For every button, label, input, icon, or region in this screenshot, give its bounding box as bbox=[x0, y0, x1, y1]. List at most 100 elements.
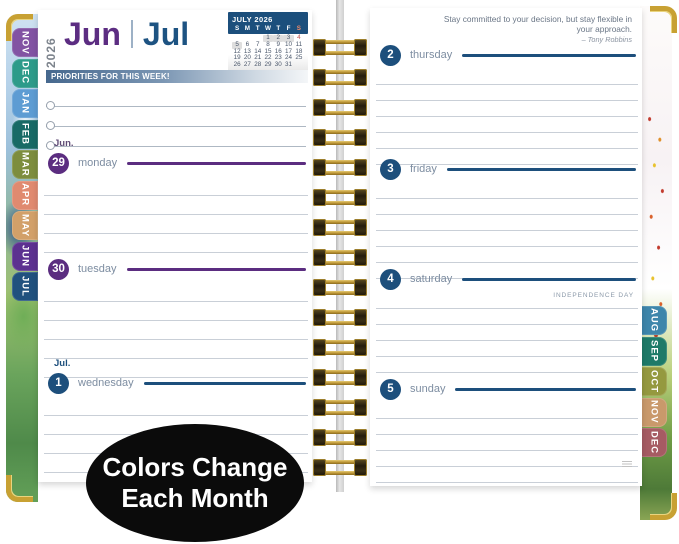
title-divider bbox=[130, 20, 133, 48]
spiral-rung bbox=[313, 39, 367, 56]
rung-end-cap bbox=[354, 249, 367, 266]
rung-end-cap bbox=[354, 339, 367, 356]
month-tab-apr[interactable]: APR bbox=[12, 180, 38, 210]
spiral-rung bbox=[313, 309, 367, 326]
rung-end-cap bbox=[313, 429, 326, 446]
rung-gold-bar bbox=[317, 280, 363, 284]
rung-end-cap bbox=[313, 279, 326, 296]
month-tab-may[interactable]: MAY bbox=[12, 211, 38, 240]
rung-end-cap bbox=[354, 309, 367, 326]
calendar-day-cell: 20 bbox=[243, 54, 251, 62]
quote-attribution: – Tony Robbins bbox=[581, 34, 632, 44]
day-header: 2 thursday bbox=[376, 44, 638, 66]
month-tab-nov[interactable]: NOV bbox=[641, 397, 667, 427]
rung-gold-bar bbox=[317, 81, 363, 85]
rung-gold-bar bbox=[317, 250, 363, 254]
badge-text-line1: Colors Change bbox=[102, 452, 288, 483]
day-header: 29 monday bbox=[44, 152, 308, 174]
calendar-day-cell: 17 bbox=[285, 47, 293, 55]
calendar-day-cell: 26 bbox=[233, 61, 241, 69]
spiral-rung bbox=[313, 159, 367, 176]
rule-line bbox=[376, 69, 638, 85]
rung-end-cap bbox=[313, 309, 326, 326]
month-tab-feb[interactable]: FEB bbox=[12, 119, 38, 149]
calendar-day-cell: 1 bbox=[262, 34, 274, 42]
calendar-day-cell: 18 bbox=[295, 47, 303, 55]
spiral-rung bbox=[313, 459, 367, 476]
rung-gold-bar bbox=[317, 321, 363, 325]
rung-gold-bar bbox=[317, 291, 363, 295]
rung-end-cap bbox=[313, 39, 326, 56]
spiral-rung bbox=[313, 219, 367, 236]
day-header: 3 friday bbox=[376, 158, 638, 180]
rung-gold-bar bbox=[317, 430, 363, 434]
month-tab-jul[interactable]: JUL bbox=[12, 272, 38, 301]
rule-line bbox=[376, 247, 638, 263]
day-number-badge: 30 bbox=[48, 258, 69, 280]
rung-end-cap bbox=[354, 189, 367, 206]
month-tab-jun[interactable]: JUN bbox=[12, 241, 38, 271]
rung-gold-bar bbox=[317, 441, 363, 445]
day-section-thursday: 2 thursday bbox=[376, 44, 638, 165]
calendar-day-cell: 8 bbox=[266, 40, 270, 48]
rule-line bbox=[376, 357, 638, 373]
rung-end-cap bbox=[354, 279, 367, 296]
month-label: Jun. bbox=[54, 138, 74, 149]
rung-end-cap bbox=[354, 159, 367, 176]
rung-end-cap bbox=[313, 69, 326, 86]
spiral-rung bbox=[313, 369, 367, 386]
rung-gold-bar bbox=[317, 171, 363, 175]
badge-oval: Colors Change Each Month bbox=[86, 424, 304, 542]
rule-line bbox=[376, 309, 638, 325]
calendar-day-cell: 9 bbox=[276, 40, 281, 48]
day-header: 30 tuesday bbox=[44, 258, 308, 280]
rung-end-cap bbox=[313, 219, 326, 236]
rung-gold-bar bbox=[317, 220, 363, 224]
rule-line bbox=[376, 451, 638, 467]
month-label: Jul. bbox=[54, 358, 71, 369]
rung-gold-bar bbox=[317, 100, 363, 104]
day-header-rule bbox=[446, 167, 636, 171]
rung-gold-bar bbox=[317, 411, 363, 415]
rung-gold-bar bbox=[317, 471, 363, 475]
priorities-banner: PRIORITIES FOR THIS WEEK! bbox=[46, 70, 308, 83]
rule-line bbox=[44, 177, 308, 196]
day-header: 5 sunday bbox=[376, 378, 638, 400]
rung-end-cap bbox=[354, 459, 367, 476]
rule-line bbox=[376, 467, 638, 483]
rung-gold-bar bbox=[317, 261, 363, 265]
weekday-header: F bbox=[286, 25, 291, 32]
writing-lines bbox=[376, 293, 638, 373]
day-header-rule bbox=[455, 387, 636, 391]
month-tab-aug[interactable]: AUG bbox=[641, 306, 667, 335]
rule-line bbox=[44, 234, 308, 253]
spiral-rung bbox=[313, 249, 367, 266]
month-tab-dec[interactable]: DEC bbox=[12, 58, 38, 88]
calendar-day-cell: 21 bbox=[254, 54, 262, 62]
rule-line bbox=[44, 359, 308, 378]
month-tab-jan[interactable]: JAN bbox=[12, 89, 38, 118]
month-tab-oct[interactable]: OCT bbox=[641, 367, 667, 396]
rung-gold-bar bbox=[317, 130, 363, 134]
month-tab-nov[interactable]: NOV bbox=[12, 28, 38, 57]
month-tab-sep[interactable]: SEP bbox=[641, 336, 667, 366]
calendar-day-cell: 13 bbox=[243, 47, 251, 55]
day-name-label: monday bbox=[78, 157, 118, 169]
rule-line bbox=[44, 283, 308, 302]
spiral-rung bbox=[313, 339, 367, 356]
rule-line bbox=[44, 215, 308, 234]
gold-corner-icon bbox=[650, 493, 677, 520]
page-number-mark bbox=[622, 461, 632, 467]
rung-gold-bar bbox=[317, 190, 363, 194]
calendar-day-cell: 7 bbox=[255, 40, 260, 48]
calendar-day-cell: 10 bbox=[285, 40, 293, 48]
month-tab-mar[interactable]: MAR bbox=[12, 150, 38, 179]
day-name-label: tuesday bbox=[78, 263, 117, 275]
calendar-day-cell: 27 bbox=[243, 61, 251, 69]
month-tab-dec[interactable]: DEC bbox=[641, 428, 667, 457]
spiral-rung bbox=[313, 99, 367, 116]
rule-line bbox=[376, 85, 638, 101]
rule-line bbox=[376, 325, 638, 341]
